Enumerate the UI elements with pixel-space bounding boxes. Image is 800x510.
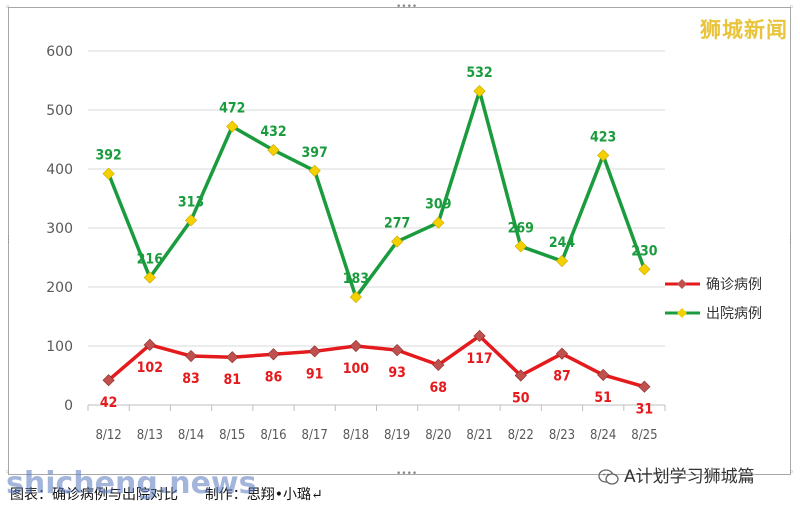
resize-handle-bottom[interactable]: •••• [396,469,418,479]
data-point-marker [226,351,239,364]
brand-label: 狮城新闻 [700,18,788,42]
legend-swatch-marker [677,279,687,289]
data-point-marker [432,216,445,229]
data-point-marker [184,214,198,227]
data-label: 432 [260,124,286,140]
data-point-marker [514,240,527,253]
data-label: 86 [265,369,283,385]
x-tick-label: 8/16 [260,428,286,443]
data-label: 392 [95,148,121,164]
data-label: 91 [306,366,324,382]
corner-handle-bl[interactable]: ◦ [5,468,11,478]
data-label: 42 [100,395,118,411]
data-label: 87 [553,369,571,385]
data-point-marker [102,374,115,387]
data-label: 81 [223,372,241,388]
data-point-marker [143,338,156,351]
data-label: 31 [636,402,654,418]
data-point-marker [473,329,486,343]
wechat-icon [598,469,619,485]
data-label: 117 [466,351,492,367]
y-tick-label: 400 [46,162,73,178]
data-label: 423 [590,129,616,145]
data-point-marker [102,167,115,180]
data-point-marker [226,120,239,133]
data-label: 277 [384,216,410,232]
data-point-marker [308,164,321,177]
data-label: 102 [137,360,163,376]
data-label: 244 [549,235,576,251]
x-tick-label: 8/21 [466,428,492,443]
data-label: 51 [594,390,612,406]
data-label: 309 [425,197,451,213]
data-label: 100 [343,361,370,377]
data-label: 269 [508,220,534,236]
data-point-marker [555,347,569,360]
series-line-confirmed [107,334,645,389]
x-tick-label: 8/12 [95,428,121,443]
data-point-marker [391,344,404,357]
x-tick-label: 8/25 [631,428,657,443]
legend-label: 出院病例 [706,306,762,322]
account-name: A计划学习狮城篇 [624,467,755,487]
corner-handle-tr[interactable]: ◦ [788,3,794,13]
x-tick-label: 8/24 [590,428,616,443]
data-point-marker [349,290,362,304]
y-tick-label: 0 [64,398,73,414]
x-tick-label: 8/23 [549,428,575,443]
data-point-marker [432,358,445,371]
resize-handle-right[interactable]: ⋮ [786,235,795,245]
data-point-marker [267,348,280,361]
data-point-marker [514,369,527,382]
data-point-marker [597,149,610,162]
data-point-marker [597,368,610,381]
data-label: 313 [178,194,204,210]
y-tick-label: 600 [46,44,73,60]
data-point-marker [555,254,569,268]
site-watermark: shicheng.news [6,466,257,501]
y-tick-label: 100 [46,339,73,355]
x-tick-label: 8/22 [508,428,534,443]
legend-swatch-marker [677,308,687,318]
y-tick-label: 300 [46,221,73,237]
data-point-marker [349,339,362,353]
data-point-marker [143,271,156,284]
resize-handle-top[interactable]: •••• [396,2,418,12]
data-label: 50 [512,391,530,407]
legend-label: 确诊病例 [706,277,762,293]
series-line-discharged [106,89,647,299]
resize-handle-left[interactable]: ⋮ [4,235,13,245]
x-tick-label: 8/17 [302,428,328,443]
data-label: 397 [302,145,328,161]
x-tick-label: 8/20 [425,428,451,443]
data-point-marker [184,349,198,363]
data-label: 83 [182,371,200,387]
data-label: 230 [631,243,658,259]
data-label: 532 [466,65,492,81]
data-label: 216 [137,252,164,268]
data-point-marker [391,235,404,248]
corner-handle-tl[interactable]: ◦ [5,3,11,13]
data-label: 68 [430,380,448,396]
x-tick-label: 8/18 [343,428,369,443]
y-tick-label: 200 [46,280,73,296]
data-point-marker [267,144,280,157]
account-label: A计划学习狮城篇 [598,462,755,487]
data-label: 472 [219,101,245,117]
data-point-marker [638,380,651,393]
x-tick-label: 8/14 [178,428,204,443]
chart-caption: 图表：确诊病例与出院对比 制作：思翔•小璐↵ [10,487,323,503]
line-chart: 0 100 200 300 400 500 600 8/12 8/13 8/14 8/15 8/16 8… [46,44,762,443]
x-tick-label: 8/19 [384,428,410,443]
data-point-marker [638,263,651,276]
data-point-marker [473,85,486,98]
data-point-marker [308,345,321,358]
y-tick-label: 500 [46,103,73,119]
x-tick-label: 8/15 [219,428,245,443]
data-label: 183 [343,271,369,287]
x-tick-label: 8/13 [137,428,163,443]
data-label: 93 [388,365,406,381]
corner-handle-br[interactable]: ◦ [788,468,794,478]
